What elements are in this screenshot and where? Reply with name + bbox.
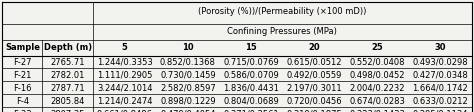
Text: 1.836/0.4431: 1.836/0.4431 xyxy=(223,83,279,92)
Text: Sample: Sample xyxy=(5,43,40,52)
Text: 0.371/0.2561: 0.371/0.2561 xyxy=(223,109,279,112)
Text: 0.730/0.1459: 0.730/0.1459 xyxy=(160,70,216,79)
Text: 25: 25 xyxy=(371,43,383,52)
Text: 1.244/0.3353: 1.244/0.3353 xyxy=(97,57,153,66)
Text: 0.319/0.1875: 0.319/0.1875 xyxy=(286,109,342,112)
Text: 2805.84: 2805.84 xyxy=(51,96,85,105)
Text: 0.898/0.1229: 0.898/0.1229 xyxy=(160,96,216,105)
Text: F-21: F-21 xyxy=(13,70,32,79)
Text: 10: 10 xyxy=(182,43,194,52)
Text: 2.004/0.2232: 2.004/0.2232 xyxy=(349,83,405,92)
Text: 0.804/0.0689: 0.804/0.0689 xyxy=(223,96,279,105)
Text: 0.493/0.0298: 0.493/0.0298 xyxy=(412,57,468,66)
Text: 0.852/0.1368: 0.852/0.1368 xyxy=(160,57,216,66)
Text: 0.720/0.0456: 0.720/0.0456 xyxy=(286,96,342,105)
Text: 2782.01: 2782.01 xyxy=(51,70,85,79)
Text: 1.214/0.2474: 1.214/0.2474 xyxy=(97,96,153,105)
Text: 1.111/0.2905: 1.111/0.2905 xyxy=(97,70,153,79)
Text: 0.295/0.1134: 0.295/0.1134 xyxy=(412,109,468,112)
Text: 2.582/0.8597: 2.582/0.8597 xyxy=(160,83,216,92)
Text: 0.498/0.0452: 0.498/0.0452 xyxy=(349,70,405,79)
Text: 20: 20 xyxy=(308,43,320,52)
Text: F-4: F-4 xyxy=(16,96,29,105)
Text: F-33: F-33 xyxy=(13,109,32,112)
Text: (Porosity (%))/(Permeability (×100 mD)): (Porosity (%))/(Permeability (×100 mD)) xyxy=(198,7,366,16)
Text: 0.586/0.0709: 0.586/0.0709 xyxy=(223,70,279,79)
Text: Confining Pressures (MPa): Confining Pressures (MPa) xyxy=(228,27,337,36)
Text: 0.552/0.0408: 0.552/0.0408 xyxy=(349,57,405,66)
Text: 15: 15 xyxy=(245,43,257,52)
Text: 2.197/0.3011: 2.197/0.3011 xyxy=(286,83,342,92)
Text: 5: 5 xyxy=(122,43,128,52)
Text: 0.615/0.0512: 0.615/0.0512 xyxy=(286,57,342,66)
Text: 0.674/0.0283: 0.674/0.0283 xyxy=(349,96,405,105)
Text: 0.427/0.0348: 0.427/0.0348 xyxy=(412,70,468,79)
Text: 1.664/0.1742: 1.664/0.1742 xyxy=(412,83,468,92)
Text: 0.715/0.0769: 0.715/0.0769 xyxy=(223,57,279,66)
Text: 0.479/0.4054: 0.479/0.4054 xyxy=(160,109,216,112)
Text: F-27: F-27 xyxy=(13,57,32,66)
Text: 30: 30 xyxy=(434,43,446,52)
Text: Depth (m): Depth (m) xyxy=(44,43,92,52)
Text: 0.323/0.1433: 0.323/0.1433 xyxy=(349,109,405,112)
Text: F-16: F-16 xyxy=(13,83,32,92)
Text: 2765.71: 2765.71 xyxy=(51,57,85,66)
Text: 0.633/0.0212: 0.633/0.0212 xyxy=(412,96,468,105)
Text: 3.244/2.1014: 3.244/2.1014 xyxy=(97,83,153,92)
Text: 0.492/0.0559: 0.492/0.0559 xyxy=(286,70,342,79)
Text: 2807.35: 2807.35 xyxy=(51,109,85,112)
Text: 2787.71: 2787.71 xyxy=(51,83,85,92)
Text: 0.661/0.8486: 0.661/0.8486 xyxy=(97,109,153,112)
